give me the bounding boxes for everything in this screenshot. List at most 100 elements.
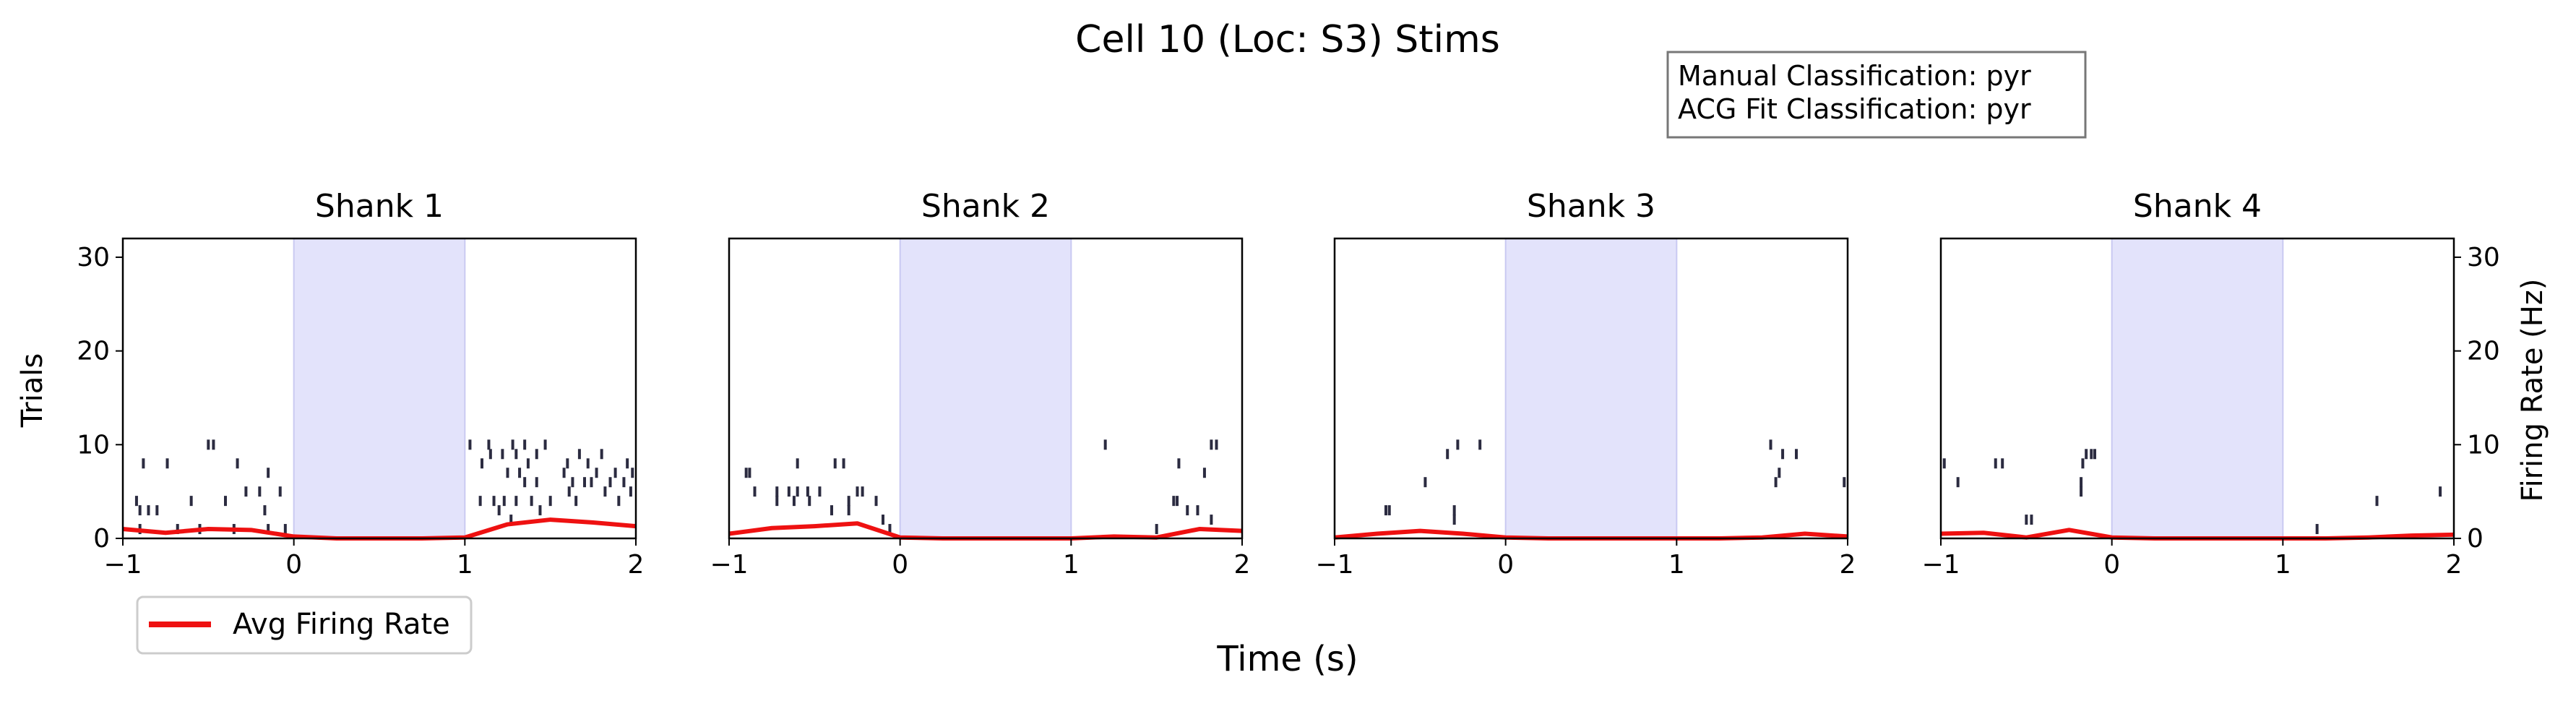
x-tick-label: −1 [1921,550,1960,580]
axes-frame [121,237,637,540]
legend-label: Avg Firing Rate [233,608,450,641]
y-tick-label: 0 [93,524,110,554]
classification-box-frame [1666,51,2087,139]
spike-mark [775,486,779,497]
spike-mark [1478,439,1482,450]
spike-mark [613,468,617,478]
acg-classification-text: ACG Fit Classification: pyr [1678,93,2031,125]
spike-mark [488,449,492,460]
spike-mark [833,458,837,469]
x-tick-label: 0 [892,550,908,580]
x-tick-label: 2 [1234,550,1251,580]
x-tick-label: 2 [2446,550,2463,580]
spike-mark [1176,496,1179,507]
spike-mark [212,439,215,450]
y-tick-label: 10 [2467,430,2500,460]
spike-mark [207,439,210,450]
spike-mark [1177,458,1181,469]
x-tick-label: 2 [1840,550,1856,580]
spike-mark [530,496,533,507]
spike-mark [523,477,527,488]
spike-mark [2080,486,2083,497]
spike-mark [888,524,892,535]
y-tick-label: 20 [77,337,110,366]
spike-mark [189,496,193,507]
spike-mark [792,496,796,507]
figure-title: Cell 10 (Loc: S3) Stims [1075,18,1500,61]
spike-mark [2439,486,2442,497]
spike-mark [147,505,150,516]
panel-shank-3: Shank 3 −1 0 1 2 [1315,188,1856,580]
spike-mark [1172,496,1176,507]
x-tick-label: 1 [457,550,473,580]
spike-mark [501,449,504,460]
spike-mark [608,477,612,488]
axes-frame [1333,237,1849,540]
spike-mark [1210,515,1213,525]
spike-mark [830,505,833,516]
spike-mark [796,486,799,497]
spike-mark [526,458,530,469]
spike-mark [1769,439,1772,450]
spike-mark [590,477,593,488]
x-tick-label: 1 [1668,550,1685,580]
spike-mark [847,496,850,507]
spike-mark [2375,496,2379,507]
spike-mark [1423,477,1427,488]
spike-mark [2081,458,2085,469]
spike-mark [514,449,518,460]
spike-mark [481,458,483,469]
spike-mark [567,486,571,497]
spike-mark [138,505,142,516]
spike-mark [1202,468,1206,478]
panel-title: Shank 4 [2133,188,2262,225]
axes-frame [728,237,1244,540]
y-tick-label: 10 [77,430,110,460]
spike-mark [574,496,578,507]
spike-mark [2080,477,2083,488]
spike-mark [487,439,491,450]
panel-shank-2: Shank 2 −1 0 1 2 [710,188,1250,580]
stim-window-shading [1504,238,1678,539]
spike-mark [258,486,262,497]
manual-classification-text: Manual Classification: pyr [1678,60,2031,92]
spike-mark [808,496,811,507]
spike-mark [586,458,590,469]
spike-mark [548,496,552,507]
spike-mark [1774,477,1778,488]
spike-mark [267,524,270,535]
spike-mark [283,524,287,535]
spike-mark [518,468,522,478]
spike-mark [538,505,542,516]
spike-mark [1452,515,1456,525]
spike-mark [583,477,586,488]
spike-mark [571,477,574,488]
spike-mark [1843,477,1846,488]
spike-mark [753,486,757,497]
spike-mark [1103,439,1107,450]
spike-mark [603,486,607,497]
spike-mark [155,505,159,516]
spike-mark [861,486,864,497]
spike-mark [236,458,239,469]
spike-mark [1196,505,1199,516]
spike-mark [543,439,547,450]
x-tick-label: 1 [1063,550,1080,580]
y-tick-label: 30 [2467,243,2500,272]
spike-mark [1956,477,1960,488]
spike-mark [1456,439,1460,450]
x-tick-label: −1 [710,550,748,580]
spike-mark [617,496,621,507]
spike-mark [523,439,527,450]
shared-xlabel: Time (s) [1216,639,1358,679]
spike-mark [1452,505,1456,516]
spike-mark [535,477,538,488]
spike-mark [134,496,138,507]
spike-mark [1778,468,1781,478]
panel-title: Shank 1 [315,188,444,225]
x-tick-label: 0 [285,550,302,580]
spike-mark [595,468,598,478]
spike-mark [1781,449,1785,460]
spike-mark [514,496,518,507]
